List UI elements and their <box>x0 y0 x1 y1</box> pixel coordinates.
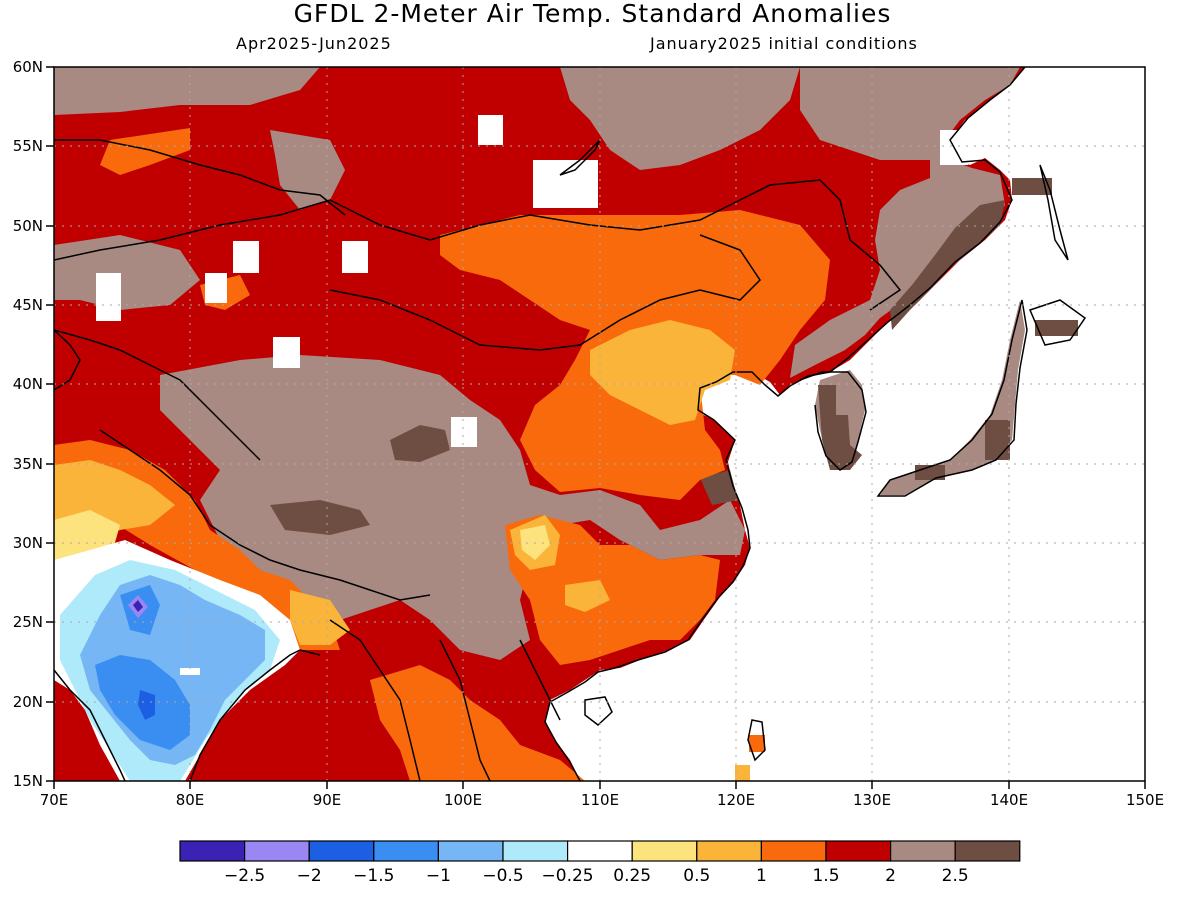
russia-kazakh-border <box>54 139 346 216</box>
taiwan-coast <box>747 719 766 762</box>
colorbar-label: 2.5 <box>941 866 969 886</box>
kazakh-anomaly <box>54 235 200 310</box>
lat-label-30n: 30N <box>12 534 43 552</box>
mongolia-border <box>329 234 761 351</box>
hokkaido-land <box>1035 320 1078 336</box>
mongolia-north-anomaly <box>270 130 345 210</box>
lat-label-25n: 25N <box>12 613 43 631</box>
taiwan-land <box>749 735 765 752</box>
south-china-anomaly-1to15 <box>505 515 720 665</box>
colorbar-swatch <box>760 840 827 862</box>
lat-label-15n: 15N <box>12 772 43 790</box>
korea-brown <box>818 385 862 470</box>
colorbar-label: 1.5 <box>812 866 840 886</box>
china-border-north <box>54 179 902 311</box>
colorbar-label: 1 <box>755 866 767 886</box>
siberia-anomaly-2to25 <box>54 67 320 115</box>
map-field <box>54 67 1145 781</box>
ne-india-anomaly-05to1 <box>290 590 350 645</box>
colorbar-label: 0.25 <box>613 866 652 886</box>
india-anomaly-neg15to2 <box>138 690 155 720</box>
lon-label-70e: 70E <box>39 791 69 809</box>
lat-label-35n: 35N <box>12 455 43 473</box>
colorbar-swatch <box>566 840 633 862</box>
colorbar-swatch <box>696 840 762 862</box>
missing-data-cells <box>96 115 968 447</box>
northeast-anomaly-2to25 <box>790 67 1020 378</box>
south-anomaly-05to1 <box>565 580 610 612</box>
colorbar-swatch <box>179 840 246 862</box>
colorbar <box>179 840 1021 862</box>
indochina-anomaly-1to15 <box>370 665 585 781</box>
axis-ticks <box>46 66 1146 789</box>
kazakh-anomaly-1to15 <box>100 128 190 175</box>
sakhalin-coast <box>1039 164 1069 261</box>
hainan-coast <box>584 696 613 726</box>
coastlines-and-borders <box>54 67 1087 781</box>
lon-label-150e: 150E <box>1125 791 1165 809</box>
lat-label-45n: 45N <box>12 296 43 314</box>
colorbar-swatch <box>889 840 956 862</box>
japan-brown-patches <box>915 420 1010 480</box>
colorbar-swatch <box>631 840 698 862</box>
lon-label-130e: 130E <box>852 791 892 809</box>
colorbar-label: −1.5 <box>353 866 395 886</box>
map-title: GFDL 2-Meter Air Temp. Standard Anomalie… <box>293 0 892 28</box>
colorbar-swatch <box>437 840 504 862</box>
sakhalin-land <box>1012 178 1052 195</box>
colorbar-swatch <box>373 840 439 862</box>
east-china-anomaly-gt25 <box>700 470 738 505</box>
lon-label-140e: 140E <box>989 791 1029 809</box>
period-label: Apr2025-Jun2025 <box>236 34 392 53</box>
colorbar-label: −1 <box>425 866 451 886</box>
lon-label-120e: 120E <box>716 791 756 809</box>
qinghai-anomaly-gt25 <box>390 425 450 462</box>
colorbar-label: −2 <box>296 866 322 886</box>
colorbar-label: −0.25 <box>541 866 594 886</box>
central-asia-borders <box>54 329 261 461</box>
lon-label-80e: 80E <box>175 791 205 809</box>
japan-coast <box>876 299 1028 497</box>
colorbar-swatch <box>308 840 375 862</box>
caspian-coast <box>54 329 81 391</box>
colorbar-swatch <box>244 840 310 862</box>
colorbar-label: 2 <box>885 866 896 886</box>
initial-conditions-label: January2025 initial conditions <box>650 34 918 53</box>
lat-label-20n: 20N <box>12 693 43 711</box>
colorbar-label: −2.5 <box>223 866 266 886</box>
indochina-borders <box>329 619 561 781</box>
lake-baikal <box>559 139 601 176</box>
colorbar-label: −0.5 <box>482 866 524 886</box>
colorbar-swatch <box>825 840 892 862</box>
lon-label-90e: 90E <box>312 791 342 809</box>
mainland-coast <box>544 67 1026 781</box>
lat-label-40n: 40N <box>12 375 43 393</box>
lon-label-100e: 100E <box>443 791 483 809</box>
north-central-anomaly <box>560 67 800 170</box>
tibet-anomaly-gt25 <box>270 500 370 535</box>
hokkaido-coast <box>1028 299 1087 346</box>
himalaya-border <box>99 429 431 601</box>
lon-label-110e: 110E <box>580 791 620 809</box>
lat-label-55n: 55N <box>12 137 43 155</box>
lat-label-50n: 50N <box>12 217 43 235</box>
colorbar-swatch <box>502 840 569 862</box>
colorbar-swatch <box>954 840 1021 862</box>
graticule <box>54 67 1145 781</box>
taiwan-south <box>735 765 750 781</box>
xinjiang-tibet-anomaly <box>160 355 745 660</box>
india-anomaly-pocket <box>180 668 200 675</box>
lat-label-60n: 60N <box>12 58 43 76</box>
india-anomaly-neg1to15 <box>95 585 190 750</box>
india-coast <box>54 649 321 781</box>
korea-coast <box>799 371 867 471</box>
colorbar-label: 0.5 <box>683 866 711 886</box>
india-anomaly-ltneg25 <box>133 600 143 612</box>
